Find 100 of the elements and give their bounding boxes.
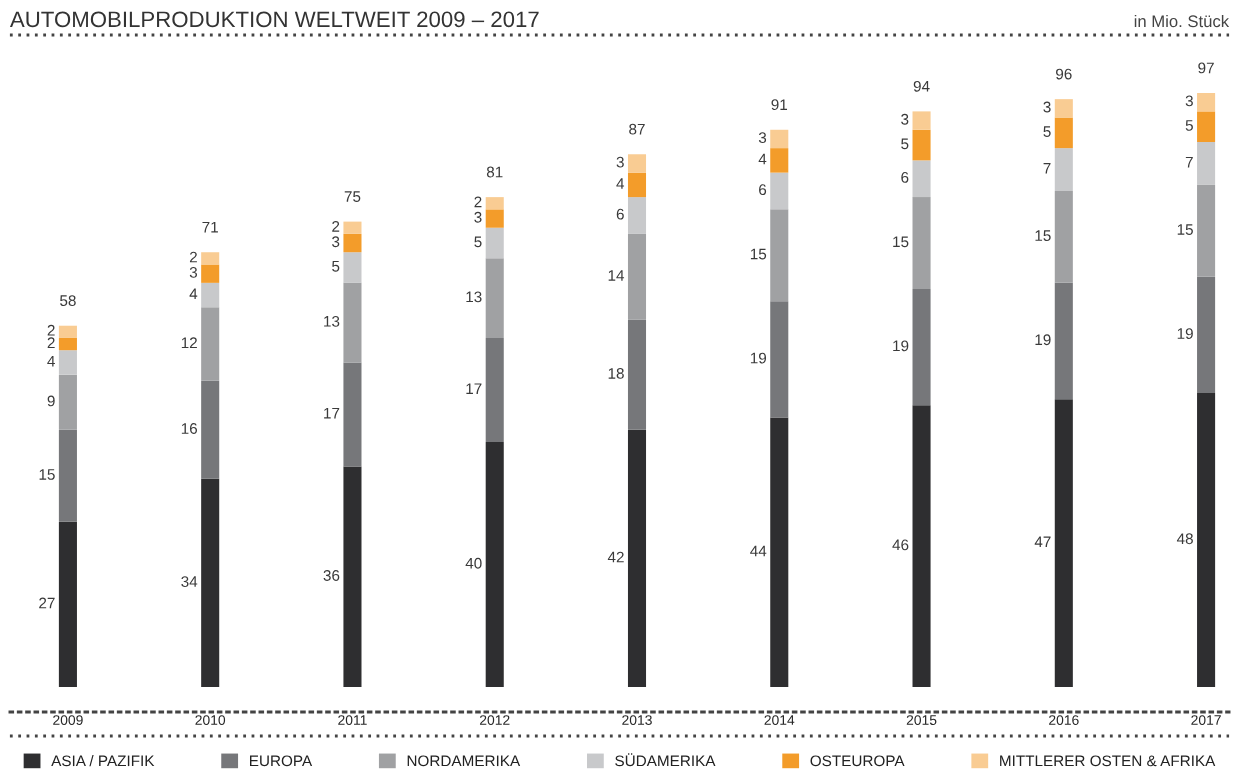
bar	[627, 154, 647, 173]
x-tick-label: 2013	[622, 715, 652, 725]
bar	[343, 466, 362, 687]
data-label: 2	[474, 196, 482, 208]
data-label: 5	[1043, 126, 1051, 137]
data-label: 3	[758, 132, 767, 144]
data-label: 3	[332, 236, 340, 248]
data-label: 15	[1035, 230, 1051, 242]
bar	[201, 478, 220, 687]
data-label: 5	[1185, 120, 1193, 131]
total-label: 58	[60, 295, 76, 307]
bar	[485, 209, 504, 228]
bar	[912, 405, 931, 687]
x-tick-label: 2009	[53, 715, 83, 725]
bar	[485, 442, 504, 687]
bar	[1054, 282, 1073, 400]
data-label: 13	[466, 291, 482, 303]
bar	[1054, 117, 1073, 149]
bar	[627, 197, 647, 234]
bar	[343, 252, 362, 283]
bar	[201, 282, 220, 308]
total-label: 87	[629, 123, 645, 135]
data-label: 17	[324, 407, 340, 419]
data-label: 34	[181, 576, 198, 588]
bar	[58, 350, 77, 375]
data-label: 6	[616, 208, 624, 220]
bar	[485, 258, 504, 338]
x-tick-label: 2014	[764, 715, 795, 725]
bar	[912, 288, 931, 406]
x-tick-label: 2012	[479, 715, 510, 725]
data-label: 42	[607, 551, 624, 563]
bar	[58, 337, 77, 351]
legend-label: SÜDAMERIKA	[615, 753, 716, 767]
legend-label: ASIA / PAZIFIK	[51, 755, 155, 767]
x-tick-label: 2017	[1191, 715, 1221, 725]
data-label: 48	[1176, 533, 1193, 545]
chart-title: AUTOMOBILPRODUKTION WELTWEIT 2009 – 2017	[9, 11, 539, 28]
data-label: 19	[1035, 334, 1051, 346]
bar	[58, 374, 77, 430]
bar	[485, 227, 504, 259]
bar	[1197, 93, 1216, 112]
x-tick-label: 2016	[1049, 715, 1079, 725]
bar	[485, 197, 504, 210]
data-label: 3	[1043, 101, 1051, 113]
bar	[58, 429, 77, 522]
bar	[912, 197, 931, 289]
data-label: 15	[1177, 224, 1193, 235]
data-label: 7	[1043, 163, 1051, 174]
total-label: 94	[913, 80, 930, 92]
data-label: 44	[750, 545, 767, 557]
bar	[201, 252, 220, 265]
bar	[201, 264, 220, 283]
bar	[627, 233, 647, 320]
bar	[912, 129, 931, 161]
bar	[1197, 393, 1216, 687]
legend-label: EUROPA	[250, 755, 313, 767]
bar	[770, 129, 789, 149]
bar	[770, 209, 789, 302]
data-label: 3	[901, 113, 909, 125]
data-label: 4	[47, 355, 55, 367]
data-label: 6	[759, 184, 767, 196]
bar	[343, 362, 362, 467]
bar	[1197, 276, 1216, 394]
x-tick-label: 2011	[338, 715, 367, 725]
bar	[201, 307, 220, 381]
bar	[770, 148, 789, 173]
legend-label: OSTEUROPA	[810, 755, 905, 767]
data-label: 3	[189, 266, 198, 278]
data-label: 4	[616, 178, 625, 189]
data-label: 2	[47, 337, 55, 349]
data-label: 3	[1185, 95, 1193, 107]
data-label: 12	[181, 337, 197, 349]
x-tick-label: 2015	[906, 715, 937, 725]
data-label: 6	[901, 172, 909, 183]
data-label: 3	[616, 156, 624, 168]
data-label: 17	[466, 383, 482, 394]
bar	[1054, 399, 1073, 687]
data-label: 4	[758, 153, 767, 165]
data-label: 15	[893, 236, 909, 248]
bar	[58, 521, 77, 687]
data-label: 2	[47, 324, 55, 336]
bar	[912, 160, 931, 198]
total-label: 96	[1056, 68, 1072, 80]
legend-label: MITTLERER OSTEN & AFRIKA	[1000, 755, 1216, 767]
data-label: 40	[465, 557, 482, 569]
bar	[770, 172, 789, 210]
total-label: 91	[771, 99, 788, 111]
data-label: 13	[324, 315, 340, 327]
data-label: 5	[332, 260, 340, 272]
chart-subtitle: in Mio. Stück	[1134, 14, 1230, 28]
data-label: 27	[39, 597, 55, 609]
bar	[343, 282, 362, 363]
data-label: 19	[750, 352, 767, 364]
data-label: 2	[332, 221, 340, 232]
bar	[627, 319, 647, 430]
data-label: 4	[189, 288, 198, 300]
bar	[343, 221, 362, 234]
data-label: 46	[892, 539, 909, 551]
data-label: 18	[608, 367, 624, 379]
total-label: 97	[1198, 62, 1214, 74]
